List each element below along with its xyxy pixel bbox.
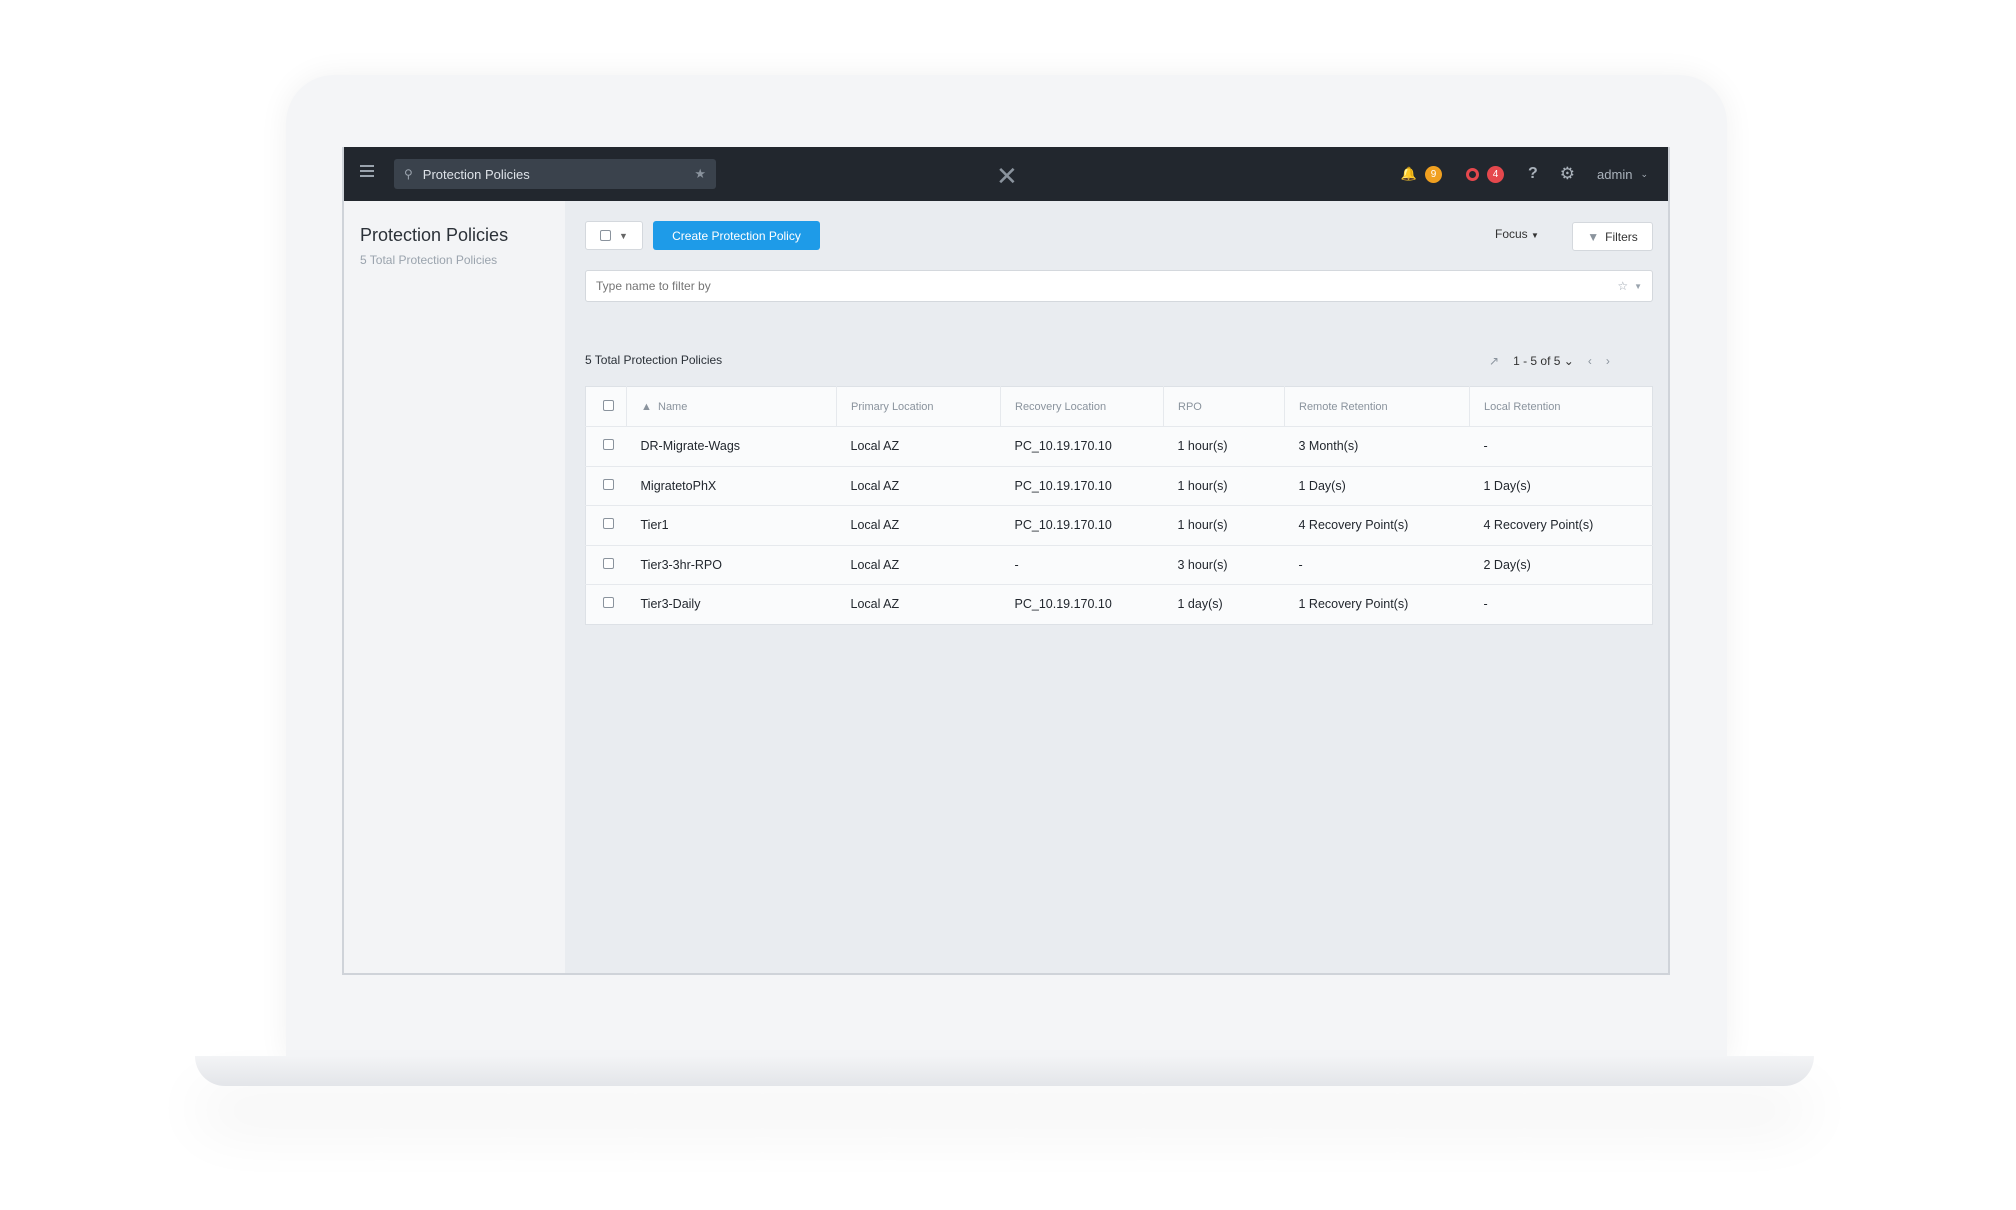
cell-3: 1 hour(s) (1163, 426, 1285, 466)
table-row[interactable]: DR-Migrate-Wags Local AZ PC_10.19.170.10 1 … (585, 426, 1653, 466)
cell-0[interactable]: Tier3-3hr-RPO (626, 544, 837, 585)
cell-1: Local AZ (836, 426, 1001, 466)
bulk-select-dropdown[interactable]: ▼ (585, 221, 643, 250)
cell-0[interactable]: Tier3-Daily (626, 584, 837, 624)
cell-1: Local AZ (836, 505, 1001, 545)
focus-label: Focus (1495, 227, 1528, 241)
table-row[interactable]: Tier3-3hr-RPO Local AZ -3 hour(s) -2 Day(s) (585, 544, 1653, 585)
cell-0[interactable]: Tier1 (626, 505, 837, 545)
list-total: 5 Total Protection Policies (585, 353, 723, 367)
cell-4: - (1284, 544, 1470, 585)
page-title: Protection Policies (360, 225, 509, 245)
menu-icon[interactable] (360, 165, 374, 177)
top-bar: ⚲ Protection Policies ★ ✕ 🔔 9 4 ? ⚙ admi… (344, 147, 1668, 201)
name-filter: ☆ ▼ (585, 270, 1653, 302)
gear-icon[interactable]: ⚙ (1559, 164, 1576, 183)
table-row[interactable]: Tier3-Daily Local AZ PC_10.19.170.10 1 day(… (585, 584, 1653, 624)
critical-badge[interactable]: 4 (1487, 165, 1504, 183)
page-subtitle: 5 Total Protection Policies (360, 253, 498, 267)
cell-2: PC_10.19.170.10 (1000, 505, 1164, 545)
cell-5: 4 Recovery Point(s) (1469, 505, 1653, 545)
table-header: ▲ Name Primary Location Recovery Locatio… (585, 386, 1653, 427)
prev-page-icon[interactable]: ‹ (1587, 354, 1592, 368)
column-header-name[interactable]: ▲ Name (626, 386, 837, 427)
page-range: 1 - 5 of 5 (1513, 354, 1561, 368)
column-header-remote-retention[interactable]: Remote Retention (1284, 386, 1470, 427)
search-value: Protection Policies (422, 166, 530, 182)
cell-5: - (1469, 426, 1653, 466)
row-checkbox[interactable] (603, 557, 614, 569)
cell-3: 1 hour(s) (1163, 465, 1285, 506)
cell-5: 1 Day(s) (1469, 465, 1653, 506)
pagination: ↗ 1 - 5 of 5 ⌄ ‹ › (1489, 354, 1610, 368)
table-row[interactable]: Tier1 Local AZ PC_10.19.170.10 1 hour(s) 4 R… (585, 505, 1653, 545)
bell-icon[interactable]: 🔔 (1400, 166, 1417, 181)
filters-label: Filters (1605, 229, 1638, 244)
column-header-primary-location[interactable]: Primary Location (836, 386, 1001, 427)
main-content: ▼ Create Protection Policy Focus ▼ ▼ Filt… (565, 201, 1668, 973)
cell-4: 3 Month(s) (1284, 426, 1470, 466)
alerts-badge[interactable]: 9 (1425, 165, 1442, 183)
search-icon: ⚲ (404, 167, 413, 181)
focus-dropdown[interactable]: Focus ▼ (1495, 227, 1539, 241)
star-outline-icon[interactable]: ☆ (1617, 279, 1629, 293)
cell-5: 2 Day(s) (1469, 544, 1653, 585)
cell-4: 1 Recovery Point(s) (1284, 584, 1470, 624)
cell-0[interactable]: MigratetoPhX (626, 465, 837, 506)
filters-button[interactable]: ▼ Filters (1572, 222, 1653, 251)
create-protection-policy-button[interactable]: Create Protection Policy (653, 221, 820, 250)
table-row[interactable]: MigratetoPhX Local AZ PC_10.19.170.10 1 hou… (585, 465, 1653, 506)
user-menu[interactable]: admin (1597, 166, 1633, 182)
chevron-down-icon[interactable]: ⌄ (1640, 168, 1648, 179)
sidebar: Protection Policies 5 Total Protection P… (344, 201, 565, 973)
column-header-recovery-location[interactable]: Recovery Location (1000, 386, 1164, 427)
logo-icon[interactable]: ✕ (996, 161, 1018, 191)
app-window: ⚲ Protection Policies ★ ✕ 🔔 9 4 ? ⚙ admi… (342, 147, 1670, 975)
checkbox-icon (600, 230, 612, 241)
cell-2: - (1000, 544, 1164, 585)
cell-2: PC_10.19.170.10 (1000, 426, 1164, 466)
filter-icon: ▼ (1587, 229, 1600, 244)
row-checkbox[interactable] (603, 597, 614, 609)
cell-1: Local AZ (836, 544, 1001, 585)
select-all-checkbox[interactable] (603, 399, 614, 411)
export-icon[interactable]: ↗ (1489, 354, 1500, 368)
cell-3: 1 hour(s) (1163, 505, 1285, 545)
star-icon[interactable]: ★ (694, 166, 706, 181)
cell-0[interactable]: DR-Migrate-Wags (626, 426, 837, 466)
policies-table: ▲ Name Primary Location Recovery Locatio… (585, 386, 1653, 625)
cell-1: Local AZ (836, 465, 1001, 506)
critical-icon[interactable] (1466, 167, 1479, 181)
laptop-base (195, 1056, 1814, 1086)
column-header-local-retention[interactable]: Local Retention (1469, 386, 1653, 427)
chevron-down-icon[interactable]: ▼ (1634, 281, 1642, 291)
cell-4: 1 Day(s) (1284, 465, 1470, 506)
cell-3: 1 day(s) (1163, 584, 1285, 624)
next-page-icon[interactable]: › (1605, 354, 1610, 368)
row-checkbox[interactable] (603, 439, 614, 451)
cell-4: 4 Recovery Point(s) (1284, 505, 1470, 545)
page-range-dropdown[interactable]: 1 - 5 of 5 ⌄ (1513, 354, 1574, 368)
row-checkbox[interactable] (603, 518, 614, 530)
cell-5: - (1469, 584, 1653, 624)
global-search[interactable]: ⚲ Protection Policies ★ (394, 159, 716, 189)
cell-2: PC_10.19.170.10 (1000, 465, 1164, 506)
cell-1: Local AZ (836, 584, 1001, 624)
row-checkbox[interactable] (603, 478, 614, 490)
cell-3: 3 hour(s) (1163, 544, 1285, 585)
chevron-down-icon: ▼ (1531, 231, 1539, 240)
cell-2: PC_10.19.170.10 (1000, 584, 1164, 624)
column-header-rpo[interactable]: RPO (1163, 386, 1285, 427)
chevron-down-icon: ▼ (619, 230, 628, 241)
help-icon[interactable]: ? (1528, 165, 1538, 182)
name-filter-input[interactable] (596, 279, 1618, 293)
